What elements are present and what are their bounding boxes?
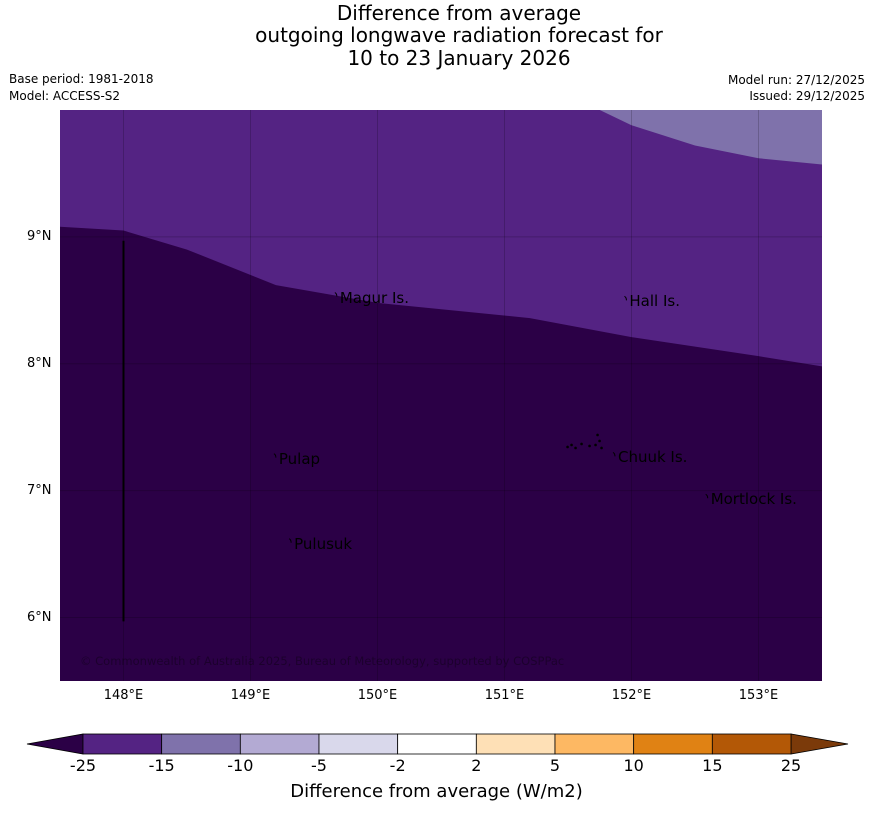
colorbar-segment — [397, 733, 477, 755]
lat-label: 7°N — [27, 482, 52, 498]
title-line-1: Difference from average — [336, 1, 582, 25]
colorbar-tick-label: -25 — [69, 756, 97, 775]
lon-label: 153°E — [738, 688, 779, 703]
lon-label: 152°E — [611, 688, 652, 703]
base-period: Base period: 1981-2018 — [9, 72, 154, 86]
model-name: Model: ACCESS-S2 — [9, 89, 121, 103]
lat-label: 6°N — [27, 609, 52, 625]
colorbar-segment — [239, 733, 320, 755]
colorbar-extend-low — [26, 733, 84, 755]
chuuk-atoll-dot — [570, 443, 573, 447]
map-canvas[interactable] — [60, 110, 822, 681]
colorbar-tick-label: 10 — [623, 756, 644, 775]
colorbar-segment — [711, 733, 792, 755]
colorbar-segment — [82, 733, 163, 755]
chuuk-atoll-dot — [596, 433, 599, 437]
lon-label: 149°E — [230, 688, 271, 703]
place-label: Chuuk Is. — [617, 448, 688, 467]
lon-label: 151°E — [484, 688, 525, 703]
chuuk-atoll-dot — [598, 439, 601, 443]
place-label: Hall Is. — [629, 292, 680, 311]
model-run: Model run: 27/12/2025 — [727, 73, 865, 87]
place-label: Pulap — [278, 449, 321, 468]
colorbar-tick-label: -2 — [389, 756, 406, 775]
chuuk-atoll-dot — [566, 445, 569, 449]
colorbar-extend-high — [790, 733, 849, 755]
title-line-3: 10 to 23 January 2026 — [347, 46, 571, 70]
lon-label: 148°E — [103, 688, 144, 703]
colorbar-segment — [554, 733, 635, 755]
chuuk-atoll-dot — [574, 446, 577, 450]
place-label: Magur Is. — [339, 288, 409, 307]
place-label: Mortlock Is. — [710, 490, 797, 509]
colorbar-tick-label: 5 — [549, 756, 561, 775]
colorbar-segment — [475, 733, 556, 755]
chuuk-atoll-dot — [588, 444, 591, 448]
colorbar-tick-label: 15 — [702, 756, 723, 775]
lat-label: 8°N — [27, 355, 52, 371]
lon-label: 150°E — [357, 688, 398, 703]
colorbar-segment — [318, 733, 399, 755]
island-marker — [624, 295, 627, 301]
copyright-notice: © Commonwealth of Australia 2025, Bureau… — [80, 654, 565, 668]
band-minus15-to-minus10 — [599, 110, 822, 165]
colorbar-tick-label: -15 — [148, 756, 175, 775]
chuuk-atoll-dot — [580, 442, 583, 446]
title-line-2: outgoing longwave radiation forecast for — [255, 23, 663, 47]
colorbar-tick-label: 2 — [471, 756, 482, 775]
lat-label: 9°N — [27, 228, 52, 244]
colorbar-segment — [633, 733, 713, 755]
island-marker — [705, 493, 709, 499]
island-marker — [334, 292, 338, 297]
colorbar-segment — [161, 733, 241, 755]
island-marker — [612, 451, 616, 457]
colorbar-tick-label: 25 — [780, 756, 802, 775]
place-label: Pulusuk — [294, 534, 353, 553]
island-marker — [273, 453, 277, 458]
issued-date: Issued: 29/12/2025 — [749, 89, 865, 103]
map-panel[interactable] — [60, 110, 822, 681]
band-below-minus25 — [60, 226, 822, 681]
chuuk-atoll-dot — [594, 443, 597, 447]
island-marker — [288, 538, 292, 543]
chuuk-atoll-dot — [600, 446, 603, 450]
colorbar-tick-label: -5 — [311, 756, 327, 775]
colorbar-tick-label: -10 — [227, 756, 254, 775]
colorbar-label: Difference from average (W/m2) — [290, 781, 583, 802]
